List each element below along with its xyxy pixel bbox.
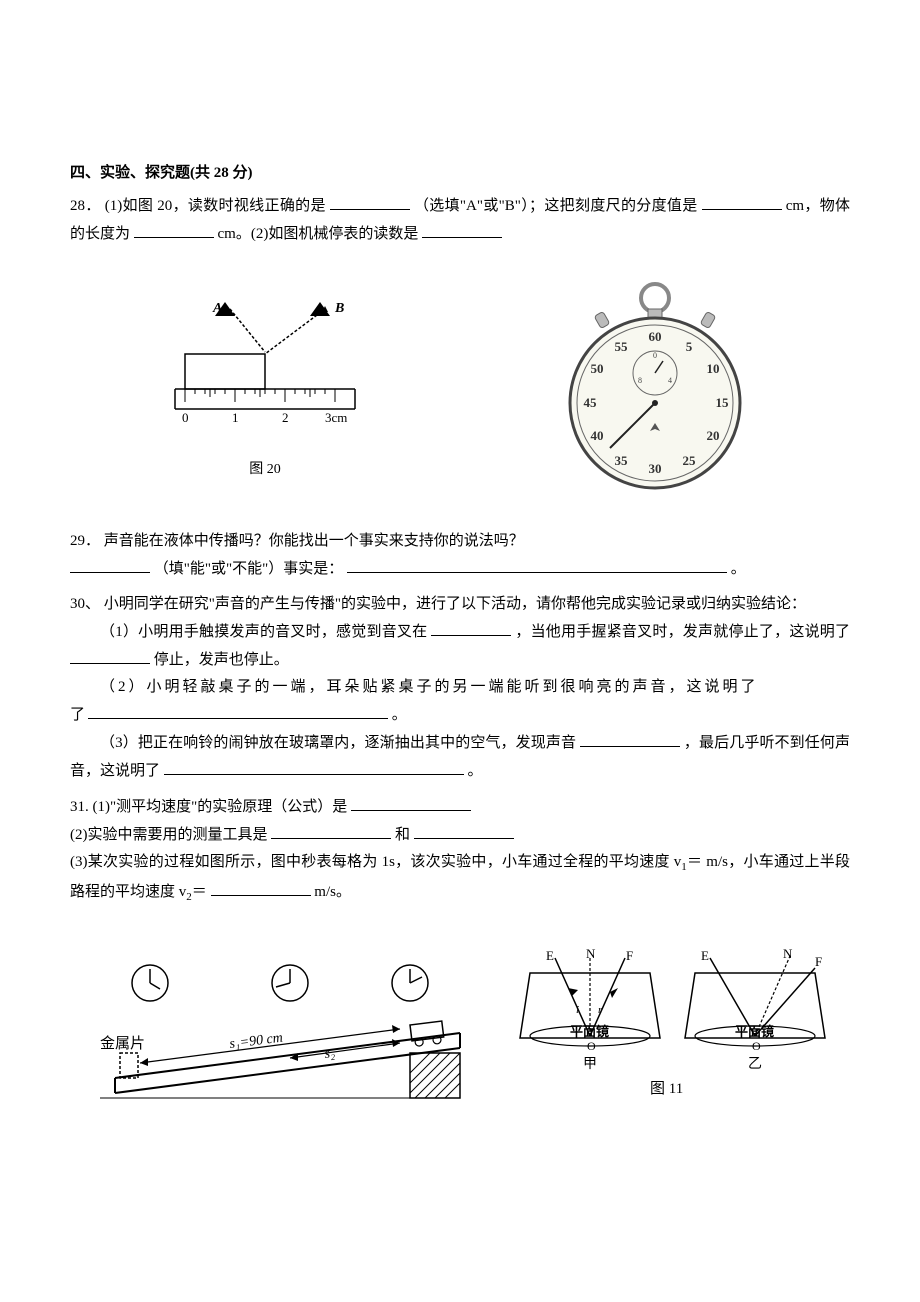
q29-period: 。 [731,561,746,577]
q30-p1b: ，当他用手握紧音叉时，发声就停止了，这说明了 [515,624,850,640]
sw-5: 5 [686,339,693,354]
mj-i: i [576,1004,579,1016]
ruler-label-a: A [212,301,222,316]
mj-jia: 甲 [583,1057,597,1072]
sw-30: 30 [649,461,662,476]
question-28: 28． (1)如图 20，读数时视线正确的是 （选填"A"或"B"）；这把刻度尺… [70,192,850,503]
q29-text-a: 声音能在液体中传播吗？你能找出一个事实来支持你的说法吗？ [104,533,524,549]
my-F: F [815,954,822,969]
sw-45: 45 [584,395,598,410]
q29-text-b: （填"能"或"不能"）事实是： [154,561,344,577]
ruler-tick-0: 0 [182,410,189,425]
q31-blank-v2[interactable] [211,878,311,896]
q30-blank-solid[interactable] [88,701,388,719]
mirror-jia: E N F O i r 平面镜 甲 [520,948,660,1072]
ruler-tick-1: 1 [232,410,239,425]
sw-35: 35 [615,453,629,468]
sw-60: 60 [649,329,662,344]
q29-number: 29． [70,533,100,549]
q31-p3b: ＝ [687,854,703,870]
sw-25: 25 [683,453,697,468]
mj-N: N [586,948,596,961]
mj-O: O [587,1039,596,1053]
q31-p2b: 和 [395,827,410,843]
q31-blank-formula[interactable] [351,793,471,811]
q30-blank-vacuum[interactable] [164,757,464,775]
q28-blank-division[interactable] [702,192,782,210]
sw-in-0: 0 [653,351,657,360]
q30-blank-weaker[interactable] [580,729,680,747]
q30-blank-stop[interactable] [70,646,150,664]
my-O: O [752,1039,761,1053]
q31-p3a: (3)某次实验的过程如图所示，图中秒表每格为 1s，该次实验中，小车通过全程的平… [70,854,681,870]
q31-number: 31. [70,799,89,815]
stopwatch-figure: 60 5 10 15 20 25 30 35 40 45 50 55 0 4 [555,273,755,503]
ramp-metal: 金属片 [100,1035,145,1052]
q31-blank-tool1[interactable] [271,821,391,839]
q30-intro: 小明同学在研究"声音的产生与传播"的实验中，进行了以下活动，请你帮他完成实验记录… [104,596,806,612]
q28-text-1a: (1)如图 20，读数时视线正确的是 [105,198,326,214]
q28-text-1b: （选填"A"或"B"）；这把刻度尺的分度值是 [414,198,698,214]
q28-blank-length[interactable] [134,220,214,238]
q31-p1: (1)"测平均速度"的实验原理（公式）是 [93,799,348,815]
ramp-s1: s₁=90 cm [229,1030,284,1051]
section-title: 四、实验、探究题(共 28 分) [70,160,850,187]
sw-in-8: 8 [638,376,642,385]
question-29: 29． 声音能在液体中传播吗？你能找出一个事实来支持你的说法吗？ （填"能"或"… [70,528,850,583]
fig11-caption: 图 11 [650,1080,683,1097]
q31-blank-tool2[interactable] [414,821,514,839]
q30-p3c: 。 [468,763,483,779]
my-N: N [783,948,793,961]
q30-p2b: 。 [392,707,407,723]
q29-blank-yesno[interactable] [70,555,150,573]
sw-55: 55 [615,339,629,354]
mj-E: E [546,948,554,963]
sw-50: 50 [591,361,604,376]
ramp-s2: s₂ [324,1045,336,1061]
q31-figures: 金属片 s₁=90 cm [70,948,850,1128]
q30-blank-vibrate[interactable] [431,618,511,636]
q28-number: 28． [70,198,101,214]
my-mirror: 平面镜 [735,1024,774,1039]
mirror-yi: E N F O 平面镜 乙 [685,948,825,1072]
sw-10: 10 [707,361,720,376]
question-30: 30、 小明同学在研究"声音的产生与传播"的实验中，进行了以下活动，请你帮他完成… [70,591,850,785]
q30-p1c: 停止，发声也停止。 [154,652,289,668]
mj-F: F [626,948,633,963]
ramp-figure: 金属片 s₁=90 cm [90,953,470,1123]
question-31: 31. (1)"测平均速度"的实验原理（公式）是 (2)实验中需要用的测量工具是… [70,793,850,1128]
q30-p3a: （3）把正在响铃的闹钟放在玻璃罩内，逐渐抽出其中的空气，发现声音 [100,735,576,751]
fig20-caption: 图 20 [165,457,365,482]
q28-blank-sight[interactable] [330,192,410,210]
q30-number: 30、 [70,596,100,612]
q28-text-1d: cm。(2)如图机械停表的读数是 [218,226,419,242]
sw-in-4: 4 [668,376,672,385]
q31-p3d: ＝ [192,884,207,900]
sw-20: 20 [707,428,720,443]
ruler-label-b: B [334,301,344,316]
mj-mirror: 平面镜 [570,1024,609,1039]
q30-p1a: （1）小明用手触摸发声的音叉时，感觉到音叉在 [100,624,427,640]
q31-p2a: (2)实验中需要用的测量工具是 [70,827,268,843]
q31-p3e: m/s。 [314,884,351,900]
mirrors-figure: E N F O i r 平面镜 甲 E N F [510,948,830,1128]
q28-figures: A B 0 1 2 3cm [70,273,850,503]
my-yi: 乙 [748,1056,762,1072]
mj-r: r [598,1004,603,1016]
q30-p2a: （2）小明轻敲桌子的一端，耳朵贴紧桌子的另一端能听到很响亮的声音，这说明了 [100,679,759,695]
ruler-figure: A B 0 1 2 3cm [165,294,365,482]
sw-15: 15 [716,395,730,410]
ruler-tick-2: 2 [282,410,289,425]
q28-blank-stopwatch[interactable] [422,220,502,238]
q29-blank-fact[interactable] [347,555,727,573]
ruler-tick-3: 3cm [325,410,347,425]
my-E: E [701,948,709,963]
sw-40: 40 [591,428,604,443]
